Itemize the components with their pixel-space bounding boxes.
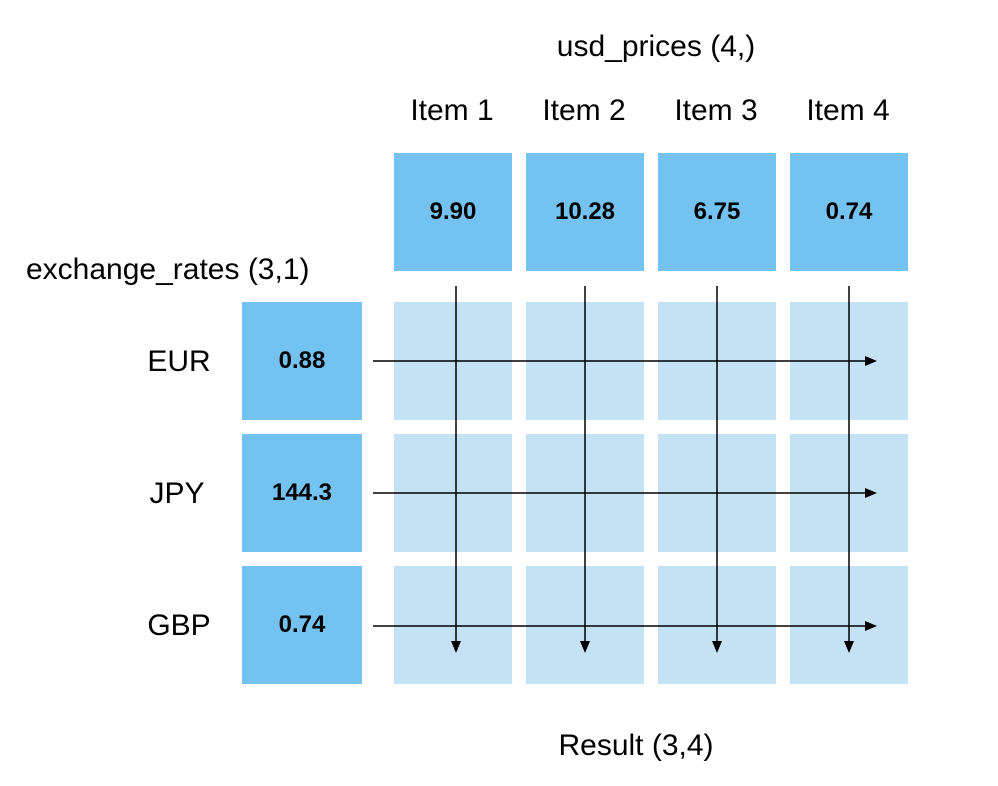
arrowhead-right-jpy xyxy=(865,488,877,498)
rate-label-eur: EUR xyxy=(147,345,211,378)
result-cell-r3-c1 xyxy=(394,566,512,684)
arrowhead-down-4 xyxy=(844,641,854,653)
rate-label-jpy: JPY xyxy=(149,477,205,510)
arrowhead-right-gbp xyxy=(865,621,877,631)
rates-title: exchange_rates (3,1) xyxy=(26,253,310,286)
arrowhead-down-3 xyxy=(712,641,722,653)
price-value: 9.90 xyxy=(429,198,477,225)
item-header-4: Item 4 xyxy=(806,94,890,127)
item-header-1: Item 1 xyxy=(410,94,494,127)
result-title: Result (3,4) xyxy=(558,729,714,762)
rate-box-jpy: 144.3 xyxy=(242,434,362,552)
arrowhead-down-2 xyxy=(580,641,590,653)
rate-label-gbp: GBP xyxy=(147,609,211,642)
price-value: 10.28 xyxy=(554,198,616,225)
item-header-3: Item 3 xyxy=(674,94,758,127)
prices-title: usd_prices (4,) xyxy=(556,30,756,63)
arrowhead-right-eur xyxy=(865,356,877,366)
price-box-4: 0.74 xyxy=(790,153,908,271)
rate-value: 0.88 xyxy=(278,347,326,374)
arrowhead-down-1 xyxy=(451,641,461,653)
price-box-2: 10.28 xyxy=(526,153,644,271)
price-value: 0.74 xyxy=(825,198,873,225)
price-value: 6.75 xyxy=(693,198,741,225)
price-box-1: 9.90 xyxy=(394,153,512,271)
rate-box-gbp: 0.74 xyxy=(242,566,362,684)
rate-box-eur: 0.88 xyxy=(242,302,362,420)
rate-value: 144.3 xyxy=(271,479,333,506)
rate-value: 0.74 xyxy=(278,611,326,638)
price-box-3: 6.75 xyxy=(658,153,776,271)
item-header-2: Item 2 xyxy=(542,94,626,127)
